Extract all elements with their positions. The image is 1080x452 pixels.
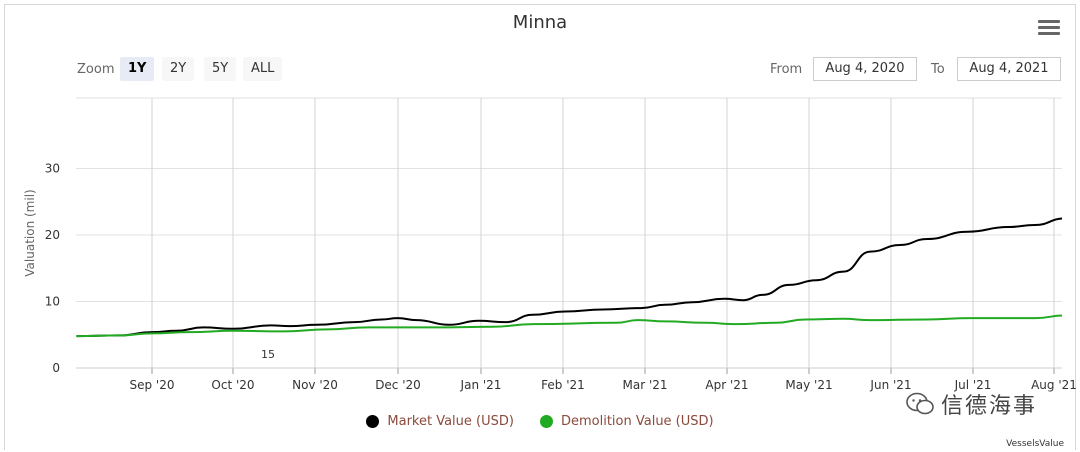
legend-marker-market	[366, 415, 380, 428]
y-tick-label: 30	[45, 162, 60, 176]
x-tick-label: Jun '21	[869, 378, 911, 392]
market-value-line	[76, 217, 1062, 338]
x-tick-label: Dec '20	[375, 378, 421, 392]
x-tick-label: Aug '21	[1031, 378, 1077, 392]
menu-bar	[1038, 20, 1060, 23]
x-tick-label: May '21	[785, 378, 832, 392]
x-tick-label: Jul '21	[954, 378, 992, 392]
demolition-value-line	[76, 314, 1062, 338]
x-tick-label: Jan '21	[460, 378, 502, 392]
x-tick-label: Feb '21	[541, 378, 585, 392]
watermark: 信德海事	[905, 388, 1037, 420]
x-tick-label: Oct '20	[211, 378, 254, 392]
y-tick-label: 20	[45, 228, 60, 242]
wechat-icon	[906, 392, 934, 415]
y-axis-title: Valuation (mil)	[23, 189, 37, 276]
x-tick-label: Mar '21	[622, 378, 667, 392]
from-date-input[interactable]: Aug 4, 2020	[813, 57, 917, 81]
legend-label-market: Market Value (USD)	[387, 414, 514, 429]
credit-label: VesselsValue	[1006, 439, 1064, 449]
zoom-button-5y[interactable]: 5Y	[204, 57, 237, 81]
legend-item-market-value[interactable]: Market Value (USD)	[366, 414, 514, 429]
legend-label-demolition: Demolition Value (USD)	[560, 414, 714, 429]
from-label: From	[770, 62, 803, 77]
zoom-button-1y[interactable]: 1Y	[120, 57, 155, 81]
zoom-button-all[interactable]: ALL	[243, 57, 283, 81]
to-label: To	[931, 62, 945, 77]
legend-marker-demolition	[539, 415, 553, 428]
menu-bar	[1038, 32, 1060, 35]
legend: Market Value (USD) Demolition Value (USD…	[0, 414, 1080, 429]
x-tick-label: Nov '20	[292, 378, 338, 392]
zoom-button-2y[interactable]: 2Y	[162, 57, 195, 81]
x-tick-label: Apr '21	[705, 378, 748, 392]
hamburger-icon[interactable]	[1038, 20, 1060, 38]
y-tick-label: 10	[45, 295, 60, 309]
watermark-text: 信德海事	[941, 394, 1038, 419]
x-tick-label: Sep '20	[130, 378, 175, 392]
legend-item-demolition-value[interactable]: Demolition Value (USD)	[539, 414, 714, 429]
chart-frame	[4, 4, 1076, 450]
to-date-input[interactable]: Aug 4, 2021	[957, 57, 1061, 81]
chart-title: Minna	[512, 12, 568, 33]
y-tick-label: 0	[52, 361, 60, 375]
stray-value-label: 15	[261, 348, 275, 361]
zoom-label: Zoom	[77, 62, 115, 77]
menu-bar	[1038, 26, 1060, 29]
